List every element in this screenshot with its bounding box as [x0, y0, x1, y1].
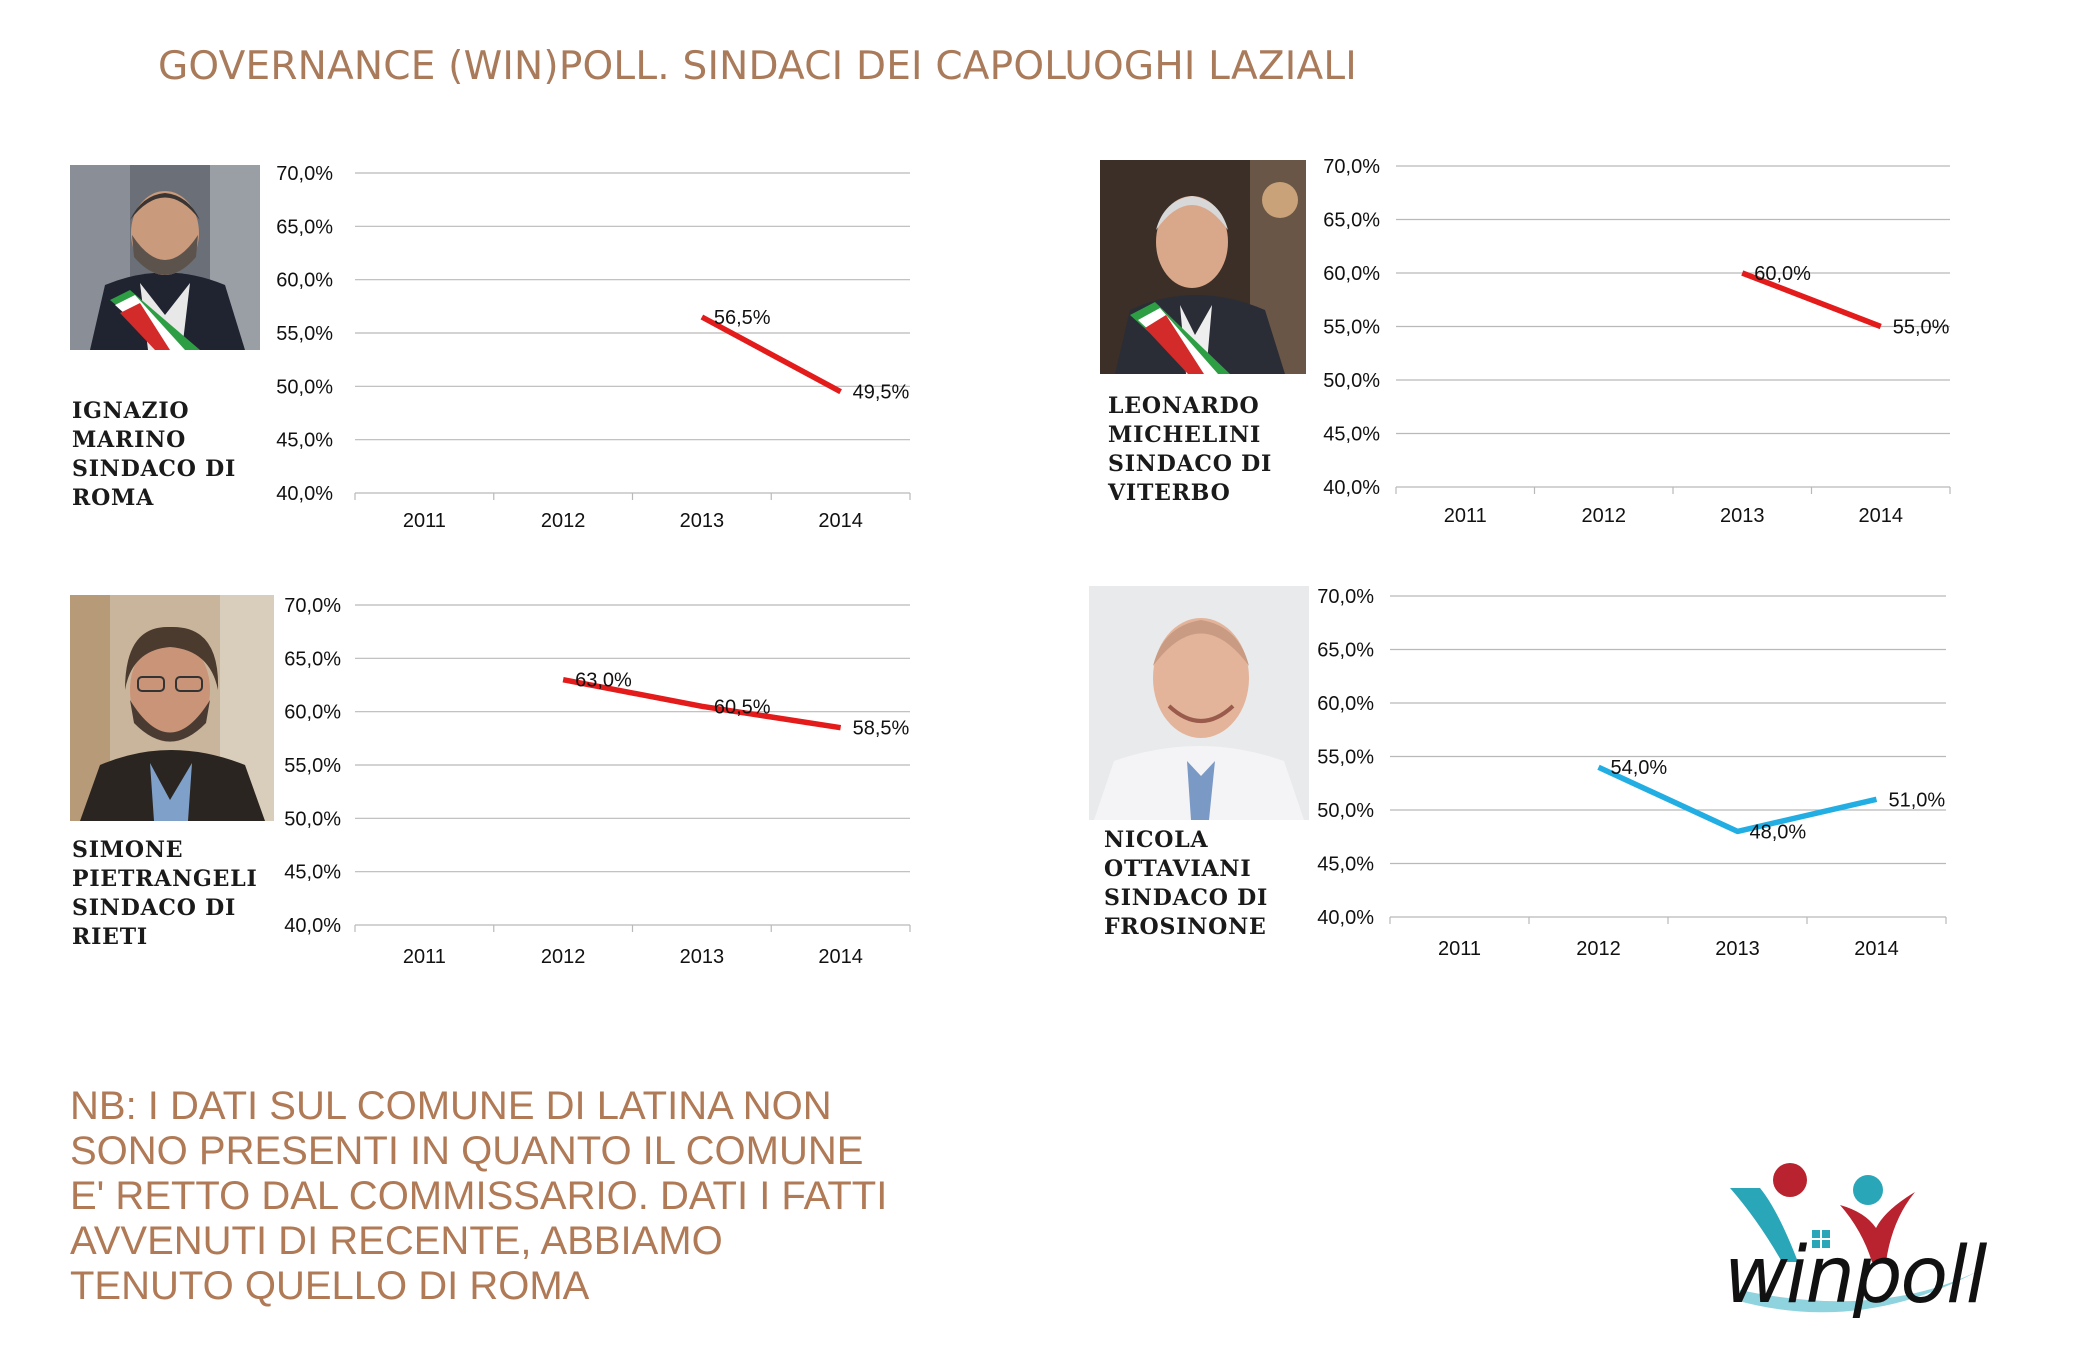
y-tick-label: 50,0% — [1323, 370, 1380, 392]
caption-line: MARINO — [72, 427, 187, 453]
x-tick-label: 2014 — [1859, 505, 1904, 527]
series-line — [1741, 270, 1882, 330]
y-tick-label: 45,0% — [284, 862, 341, 884]
y-tick-label: 70,0% — [276, 163, 333, 185]
x-tick-label: 2014 — [818, 946, 863, 968]
series-line — [700, 314, 842, 395]
caption-line: SINDACO DI — [72, 895, 237, 921]
mayor-portrait-icon — [70, 165, 260, 350]
x-tick-label: 2011 — [403, 510, 446, 532]
y-tick-label: 45,0% — [276, 430, 333, 452]
y-tick-label: 60,0% — [276, 270, 333, 292]
mayor-caption-roma: IGNAZIO MARINO SINDACO DI ROMA — [72, 397, 236, 513]
caption-line: RIETI — [72, 924, 149, 950]
caption-line: SINDACO DI — [1108, 451, 1273, 477]
x-tick-label: 2013 — [680, 946, 725, 968]
note-line: SONO PRESENTI IN QUANTO IL COMUNE — [70, 1129, 864, 1173]
y-tick-label: 40,0% — [276, 483, 333, 505]
y-tick-label: 45,0% — [1317, 854, 1374, 876]
mayor-portrait-icon — [70, 595, 274, 821]
y-tick-label: 65,0% — [1323, 210, 1380, 232]
caption-line: LEONARDO — [1108, 393, 1260, 419]
y-tick-label: 45,0% — [1323, 424, 1380, 446]
caption-line: NICOLA — [1104, 827, 1209, 853]
x-tick-label: 2013 — [1715, 938, 1760, 960]
caption-line: OTTAVIANI — [1104, 856, 1252, 882]
y-tick-label: 40,0% — [284, 915, 341, 937]
y-tick-label: 50,0% — [284, 808, 341, 830]
caption-line: ROMA — [72, 485, 155, 511]
x-tick-label: 2014 — [1854, 938, 1899, 960]
y-tick-label: 60,0% — [1323, 263, 1380, 285]
x-tick-label: 2011 — [1438, 938, 1481, 960]
y-tick-label: 55,0% — [284, 755, 341, 777]
data-label: 56,5% — [714, 307, 771, 329]
note-line: E' RETTO DAL COMMISSARIO. DATI I FATTI — [70, 1174, 888, 1218]
logo-wordmark: winpoll — [1724, 1231, 1988, 1321]
note-line: TENUTO QUELLO DI ROMA — [70, 1264, 590, 1308]
caption-line: IGNAZIO — [72, 398, 190, 424]
x-tick-label: 2011 — [403, 946, 446, 968]
y-tick-label: 65,0% — [276, 216, 333, 238]
y-tick-label: 55,0% — [1317, 747, 1374, 769]
winpoll-logo-icon: winpoll — [1700, 1150, 2000, 1335]
y-tick-label: 55,0% — [276, 323, 333, 345]
y-tick-label: 60,0% — [284, 702, 341, 724]
series-line — [1597, 764, 1878, 835]
data-label: 58,5% — [853, 718, 910, 740]
caption-line: MICHELINI — [1108, 422, 1262, 448]
y-tick-label: 50,0% — [1317, 800, 1374, 822]
x-tick-label: 2013 — [1720, 505, 1765, 527]
y-tick-label: 65,0% — [1317, 640, 1374, 662]
x-tick-label: 2014 — [818, 510, 863, 532]
mayor-portrait-icon — [1089, 586, 1309, 820]
x-tick-label: 2012 — [1582, 505, 1627, 527]
caption-line: SINDACO DI — [72, 456, 237, 482]
x-tick-label: 2012 — [541, 946, 586, 968]
y-tick-label: 70,0% — [284, 595, 341, 617]
caption-line: VITERBO — [1108, 480, 1231, 506]
data-label: 55,0% — [1893, 317, 1950, 339]
series-line — [562, 676, 842, 731]
y-tick-label: 70,0% — [1317, 586, 1374, 608]
y-tick-label: 65,0% — [284, 648, 341, 670]
mayor-caption-rieti: SIMONE PIETRANGELI SINDACO DI RIETI — [72, 836, 258, 952]
y-tick-label: 60,0% — [1317, 693, 1374, 715]
data-label: 63,0% — [575, 670, 632, 692]
page-title: GOVERNANCE (WIN)POLL. SINDACI DEI CAPOLU… — [158, 44, 1357, 89]
x-tick-label: 2012 — [1576, 938, 1621, 960]
footnote: NB: I DATI SUL COMUNE DI LATINA NON SONO… — [70, 1084, 950, 1309]
data-label: 60,5% — [714, 696, 771, 718]
data-label: 48,0% — [1750, 821, 1807, 843]
mayor-caption-frosinone: NICOLA OTTAVIANI SINDACO DI FROSINONE — [1104, 826, 1268, 942]
data-label: 54,0% — [1611, 757, 1668, 779]
y-tick-label: 40,0% — [1323, 477, 1380, 499]
caption-line: SIMONE — [72, 837, 184, 863]
data-label: 49,5% — [853, 382, 910, 404]
mayor-portrait-icon — [1100, 160, 1306, 374]
data-label: 60,0% — [1754, 263, 1811, 285]
x-tick-label: 2011 — [1444, 505, 1487, 527]
x-tick-label: 2013 — [680, 510, 725, 532]
note-line: NB: I DATI SUL COMUNE DI LATINA NON — [70, 1084, 832, 1128]
caption-line: FROSINONE — [1104, 914, 1267, 940]
note-line: AVVENUTI DI RECENTE, ABBIAMO — [70, 1219, 723, 1263]
caption-line: SINDACO DI — [1104, 885, 1269, 911]
y-tick-label: 55,0% — [1323, 317, 1380, 339]
caption-line: PIETRANGELI — [72, 866, 258, 892]
y-tick-label: 70,0% — [1323, 156, 1380, 178]
y-tick-label: 40,0% — [1317, 907, 1374, 929]
y-tick-label: 50,0% — [276, 376, 333, 398]
x-tick-label: 2012 — [541, 510, 586, 532]
mayor-caption-viterbo: LEONARDO MICHELINI SINDACO DI VITERBO — [1108, 392, 1272, 508]
data-label: 51,0% — [1889, 789, 1946, 811]
